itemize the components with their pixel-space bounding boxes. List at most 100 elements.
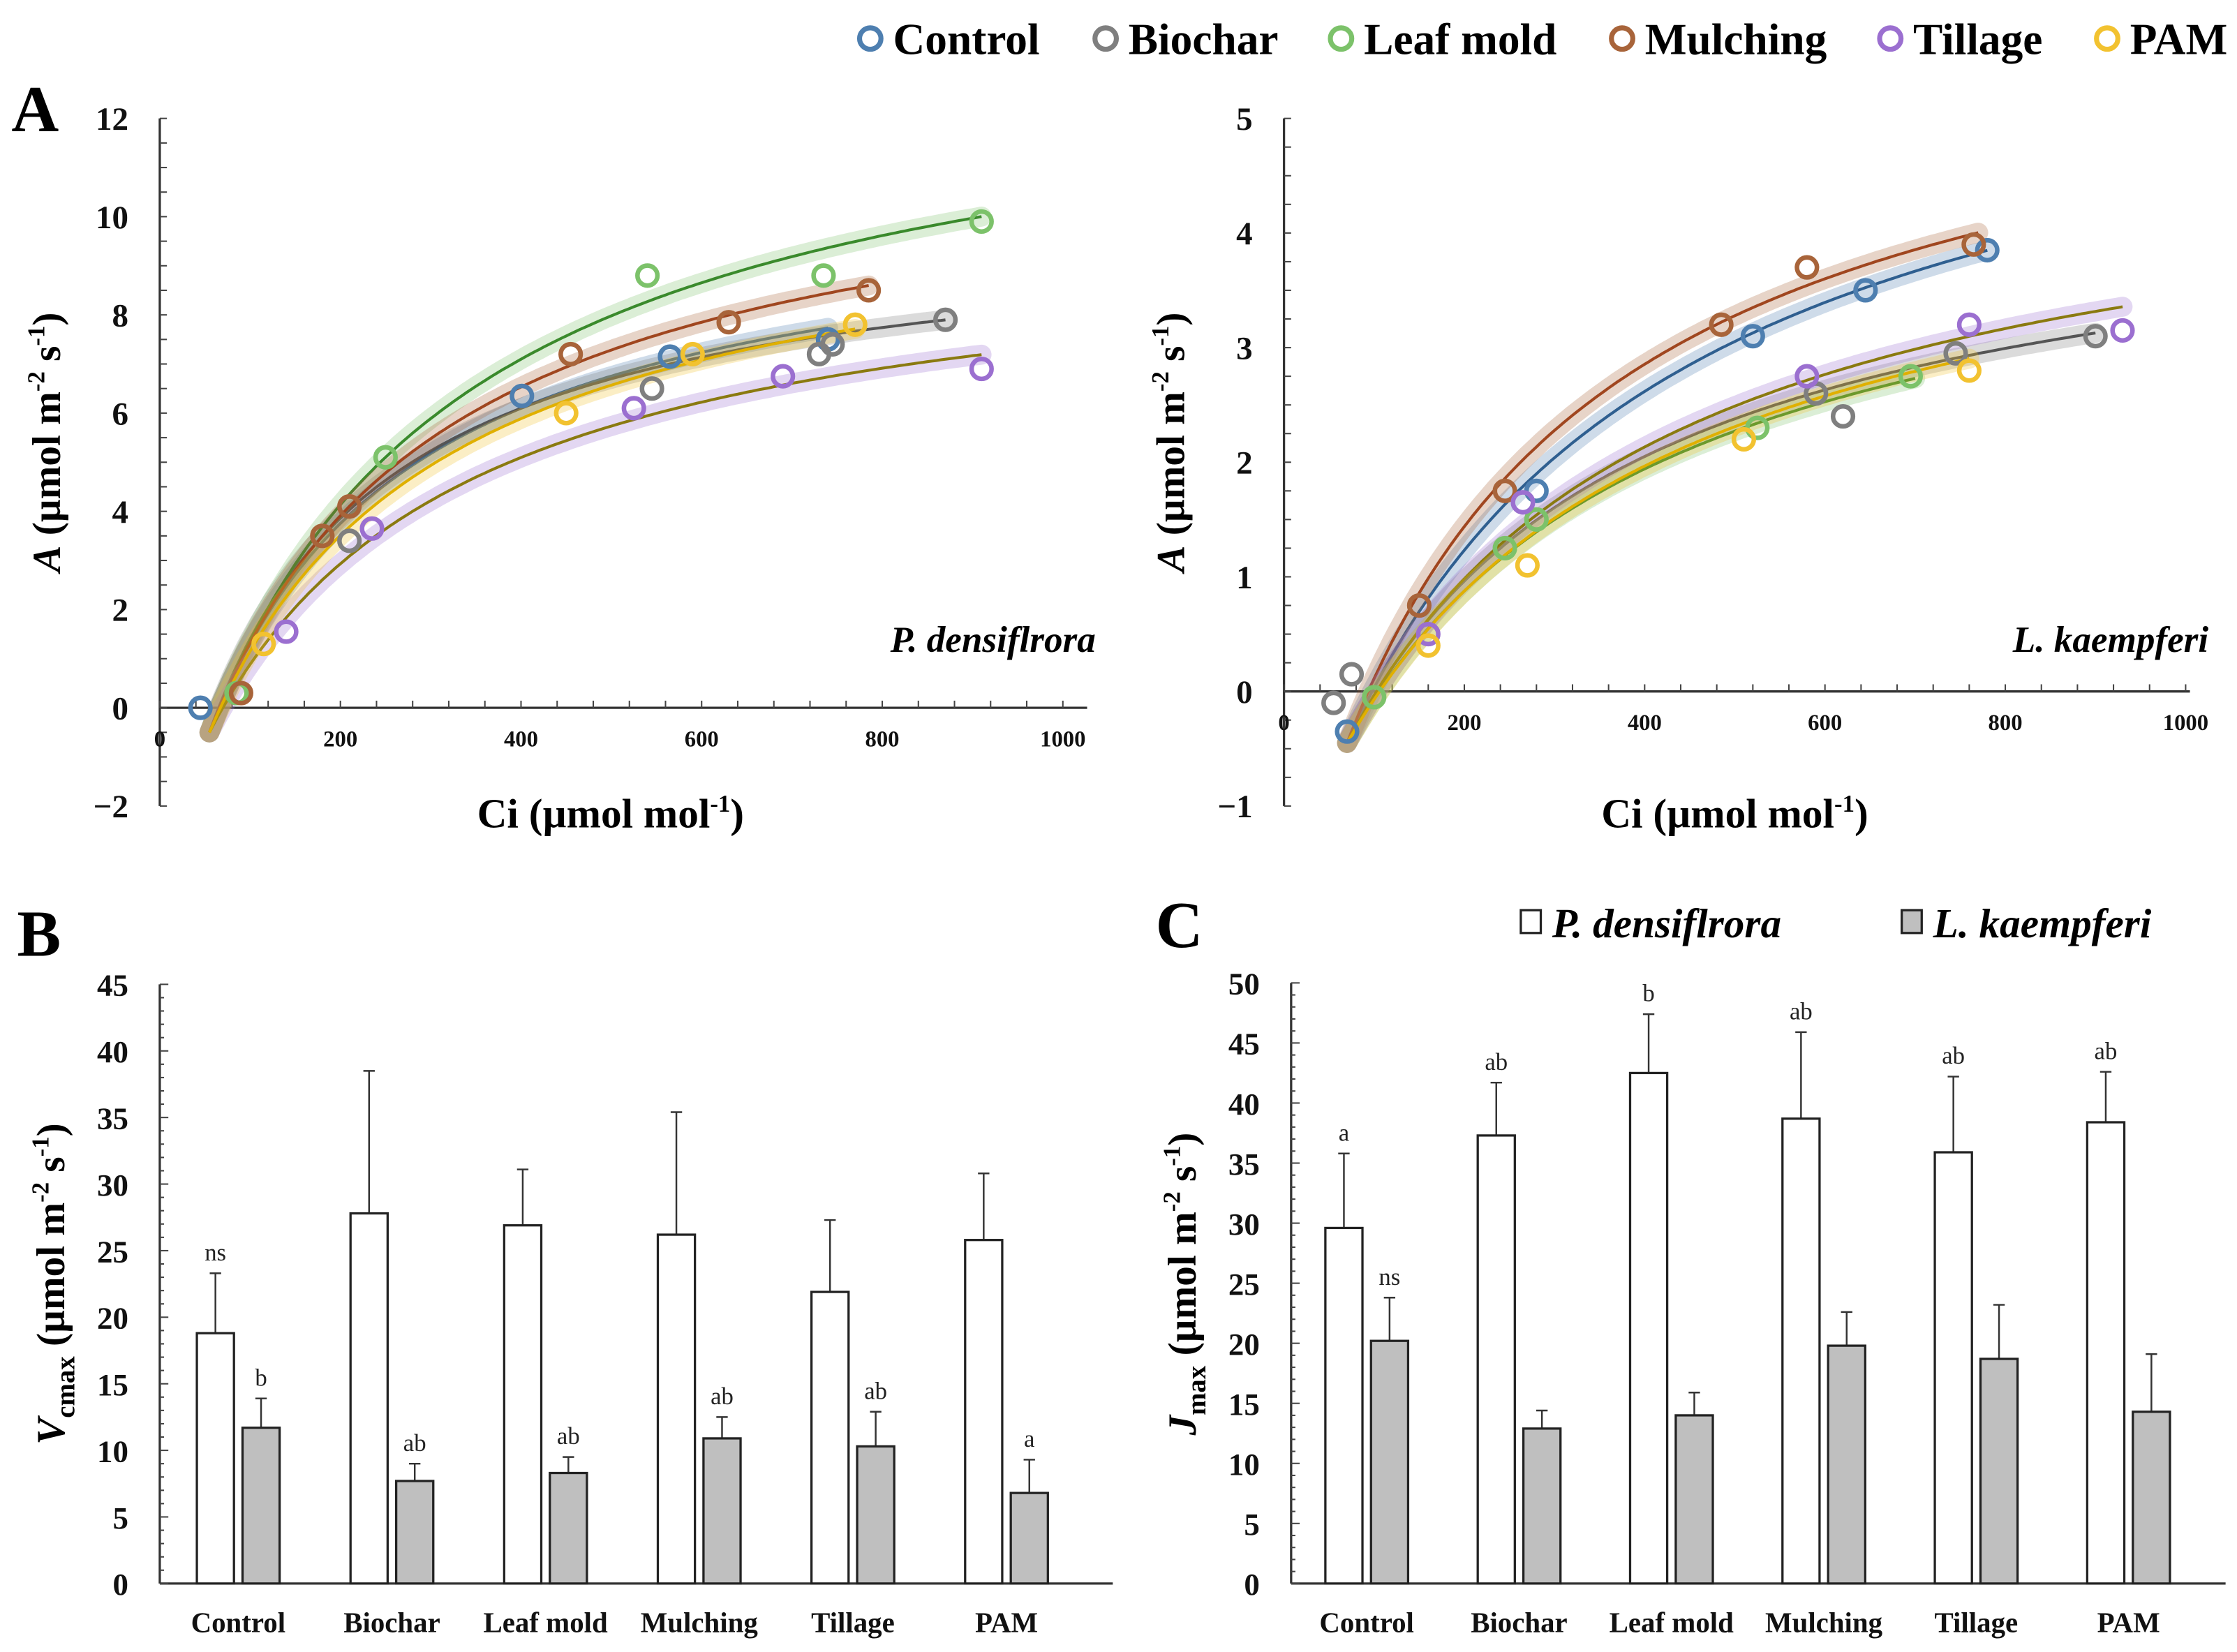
fit-curve-tillage (1346, 305, 2123, 744)
bar-l-kaempferi (241, 1427, 281, 1585)
bar-p-densiflrora (1628, 1071, 1669, 1585)
legend-marker-circle-icon (2094, 25, 2120, 52)
y-axis-label-part: cmax (50, 1356, 80, 1418)
data-point-biochar (1339, 662, 1365, 687)
bar-chart-c: 0 5 10 15 20 25 30 35 40 45 50 Control a ns Biochar ab L… (1228, 900, 2226, 1638)
y-tick-label: 50 (1228, 967, 1260, 1002)
y-axis-label-part: -2 (1158, 1191, 1185, 1212)
significance-letter: ab (711, 1383, 734, 1410)
y-tick-label: 15 (1228, 1387, 1260, 1422)
data-point-leafmold (1524, 507, 1549, 532)
y-tick-label: 45 (97, 968, 128, 1003)
category-label: Control (191, 1607, 286, 1638)
data-point-biochar (2083, 324, 2108, 349)
y-tick-label: 35 (1228, 1147, 1260, 1182)
panel-label-a: A (11, 73, 59, 146)
data-point-mulching (310, 523, 335, 549)
y-axis-label-part: (µmol m (1161, 1212, 1205, 1365)
y-tick-label: 0 (1236, 674, 1253, 710)
category-label: PAM (975, 1607, 1038, 1638)
y-tick-label: 25 (1228, 1267, 1260, 1302)
fit-curve-mulching (208, 284, 869, 734)
data-point-control (1335, 719, 1360, 744)
bar-p-densiflrora (1933, 1151, 1973, 1585)
bar-l-kaempferi (1009, 1491, 1049, 1585)
y-axis-label-part: ) (1161, 1133, 1205, 1146)
y-tick-label: 5 (1236, 101, 1253, 137)
data-point-pam (1415, 633, 1441, 658)
data-point-pam (680, 341, 705, 367)
bar-p-densiflrora (1324, 1226, 1364, 1585)
data-point-pam (842, 312, 868, 337)
data-point-pam (1515, 553, 1540, 578)
significance-letter: ab (1790, 998, 1813, 1025)
y-tick-label: 3 (1236, 330, 1253, 366)
y-axis-label-part: s (1161, 1166, 1205, 1192)
bar-p-densiflrora (349, 1212, 389, 1585)
y-tick-label: 20 (97, 1301, 128, 1336)
species-label: P. densiflrora (890, 620, 1096, 660)
x-axis-label-part: -1 (1834, 790, 1855, 817)
y-axis-label-part: J (1161, 1414, 1205, 1436)
bar-l-kaempferi (1522, 1427, 1562, 1585)
legend-label: PAM (2130, 15, 2228, 64)
y-tick-label: 15 (97, 1367, 128, 1402)
bar-p-densiflrora (656, 1233, 697, 1585)
significance-letter: a (1024, 1425, 1034, 1452)
legend-item-pam: PAM (2094, 15, 2228, 64)
data-point-mulching (1492, 478, 1517, 503)
data-point-biochar (639, 376, 664, 401)
data-point-mulching (1961, 232, 1986, 257)
data-point-control (1740, 324, 1765, 349)
data-point-mulching (1794, 255, 1820, 280)
y-tick-label: 2 (112, 593, 128, 629)
bar-p-densiflrora (2086, 1121, 2126, 1585)
data-point-control (1853, 278, 1878, 303)
x-tick-label: 800 (865, 727, 899, 752)
bar-p-densiflrora (195, 1332, 235, 1585)
y-axis-label: Jmax (µmol m-2 s-1) (1158, 1133, 1212, 1436)
legend-swatch-grey-icon (1901, 909, 1923, 935)
data-point-leafmold (373, 445, 398, 470)
x-axis-label-part: ) (1855, 791, 1868, 837)
data-point-mulching (337, 494, 362, 519)
category-label: Control (1319, 1607, 1414, 1638)
bar-l-kaempferi (702, 1437, 742, 1585)
data-point-mulching (716, 310, 741, 335)
data-point-mulching (1406, 593, 1432, 618)
x-tick-label: 1000 (1040, 727, 1085, 752)
y-axis-label: Vcmax (µmol m-2 s-1) (27, 1123, 80, 1445)
legend-item-leafmold: Leaf mold (1328, 15, 1556, 64)
y-tick-label: 0 (1244, 1567, 1259, 1602)
category-label: Tillage (811, 1607, 895, 1638)
category-label: Mulching (1765, 1607, 1883, 1638)
category-label: Biochar (343, 1607, 440, 1638)
significance-letter: ab (1485, 1048, 1508, 1076)
x-axis-label-part: -1 (710, 790, 730, 817)
x-tick-label: 200 (323, 727, 357, 752)
data-point-mulching (558, 341, 584, 367)
y-tick-label: 10 (1228, 1447, 1260, 1482)
data-point-tillage (1794, 364, 1820, 389)
data-point-tillage (2110, 318, 2135, 343)
legend-marker-circle-icon (856, 25, 884, 52)
significance-letter: ns (205, 1239, 226, 1266)
y-tick-label: −2 (94, 789, 128, 825)
y-tick-label: 30 (1228, 1207, 1260, 1242)
y-tick-label: 35 (97, 1101, 128, 1136)
data-point-leafmold (1898, 364, 1923, 389)
y-axis-label-part: ) (29, 1123, 73, 1136)
fit-band-control (1337, 240, 1998, 753)
y-axis-label: A (µmol m-2 s-1) (1147, 313, 1193, 574)
y-tick-label: 10 (96, 200, 128, 236)
y-axis-label-part: -1 (1158, 1146, 1185, 1166)
bar-l-kaempferi (856, 1445, 895, 1585)
data-point-mulching (228, 680, 253, 706)
data-point-biochar (820, 332, 845, 357)
y-tick-label: 25 (97, 1234, 128, 1269)
significance-letter: ab (1942, 1042, 1965, 1069)
data-point-tillage (969, 356, 994, 382)
legend-marker-circle-icon (1328, 25, 1355, 52)
category-label: PAM (2097, 1607, 2160, 1638)
